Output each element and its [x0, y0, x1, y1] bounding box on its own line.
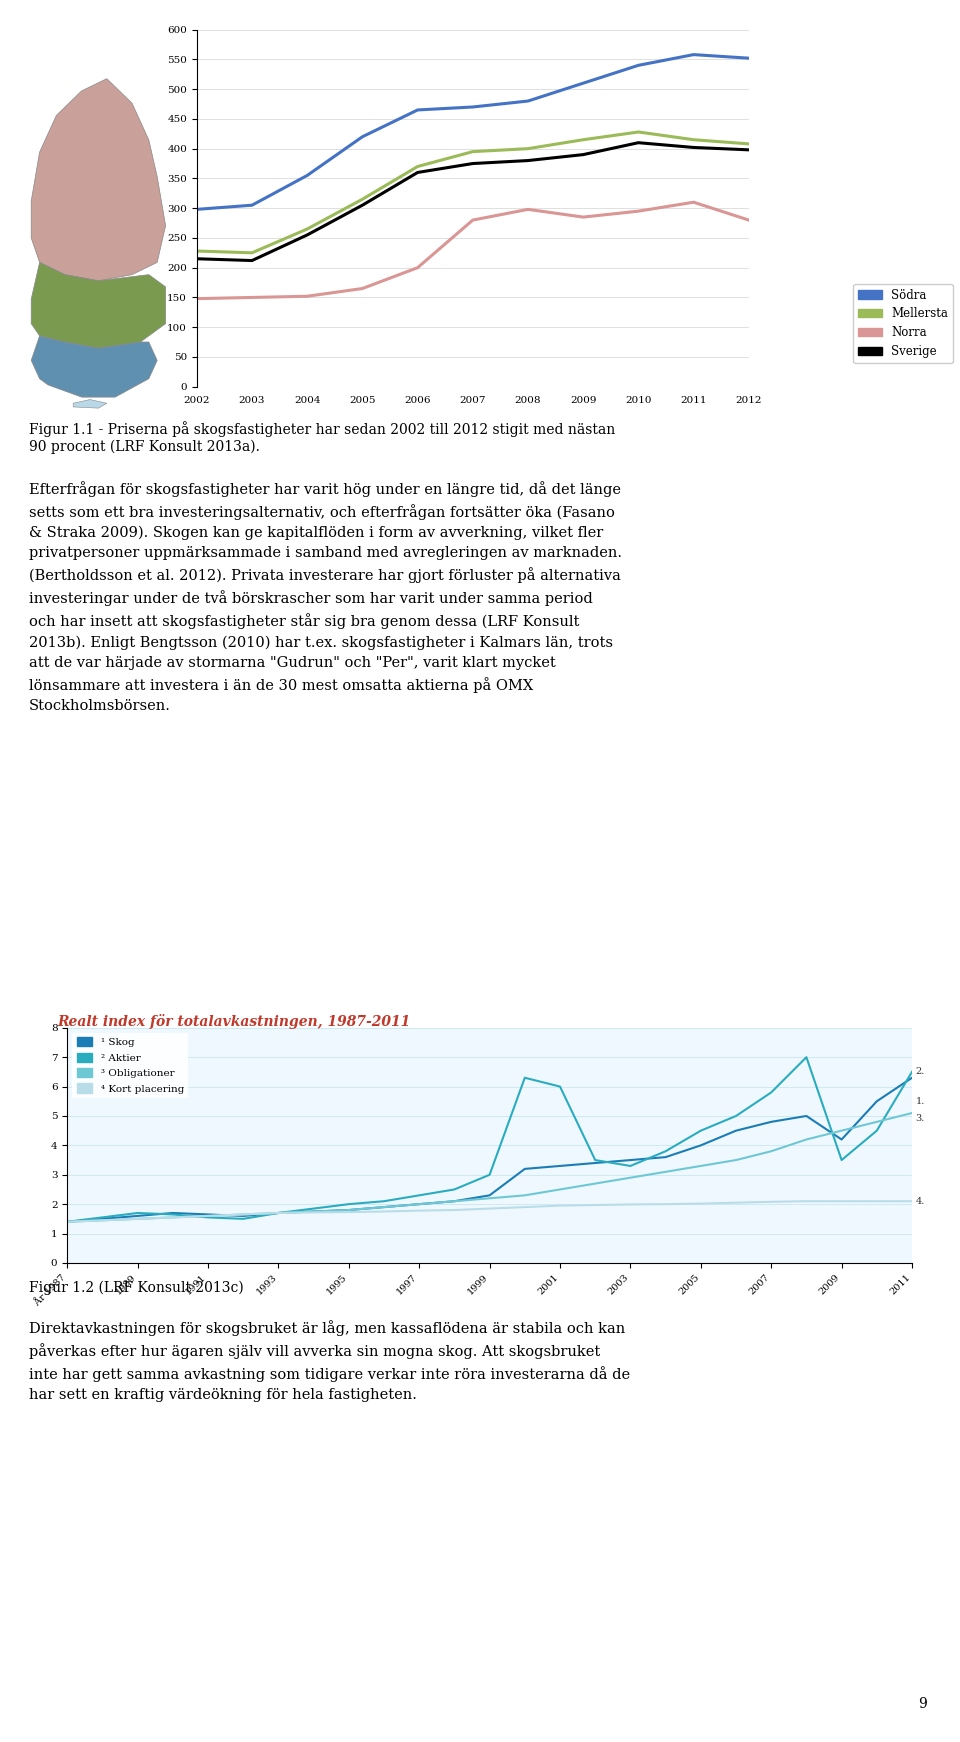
Text: Direktavkastningen för skogsbruket är låg, men kassaflödena är stabila och kan
p: Direktavkastningen för skogsbruket är lå… [29, 1320, 630, 1402]
Text: Efterfrågan för skogsfastigheter har varit hög under en längre tid, då det länge: Efterfrågan för skogsfastigheter har var… [29, 481, 622, 712]
Polygon shape [31, 263, 166, 348]
Text: 1.: 1. [916, 1097, 924, 1106]
Legend: Södra, Mellersta, Norra, Sverige: Södra, Mellersta, Norra, Sverige [853, 284, 952, 362]
Polygon shape [31, 336, 157, 397]
Text: Realt index för totalavkastningen, 1987-2011: Realt index för totalavkastningen, 1987-… [58, 1014, 411, 1030]
Text: Figur 1.1 - Priserna på skogsfastigheter har sedan 2002 till 2012 stigit med näs: Figur 1.1 - Priserna på skogsfastigheter… [29, 422, 615, 455]
Polygon shape [31, 78, 166, 280]
Text: 4.: 4. [916, 1197, 924, 1205]
Text: 3.: 3. [916, 1115, 924, 1124]
Legend: ¹ Skog, ² Aktier, ³ Obligationer, ⁴ Kort placering: ¹ Skog, ² Aktier, ³ Obligationer, ⁴ Kort… [72, 1033, 188, 1097]
Polygon shape [73, 399, 107, 408]
Text: Figur 1.2 (LRF Konsult 2013c): Figur 1.2 (LRF Konsult 2013c) [29, 1280, 244, 1294]
Text: 9: 9 [918, 1697, 926, 1711]
Text: 2.: 2. [916, 1068, 924, 1077]
